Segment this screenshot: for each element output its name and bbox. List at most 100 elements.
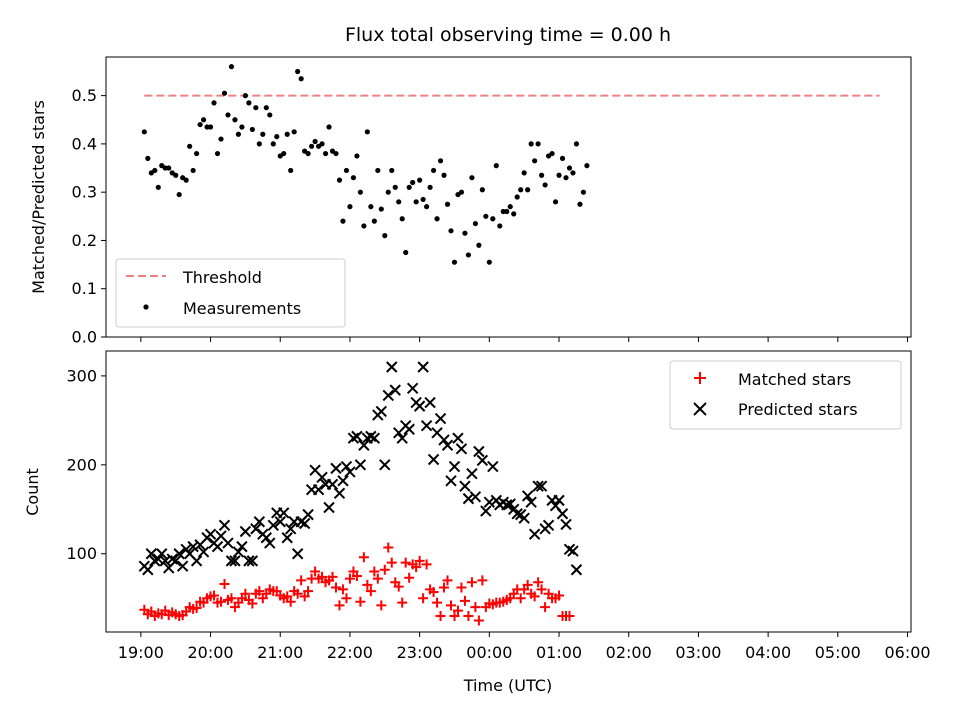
predicted-star-point xyxy=(528,528,541,540)
predicted-star-point xyxy=(535,480,548,492)
measurement-point xyxy=(532,158,538,164)
matched-star-point xyxy=(522,579,533,590)
top-legend-box xyxy=(115,258,346,328)
matched-star-point xyxy=(303,586,314,597)
top-y-tick-label: 0.3 xyxy=(72,183,97,202)
measurement-point xyxy=(336,177,343,183)
measurement-point xyxy=(197,121,203,128)
matched-star-point xyxy=(327,571,338,582)
predicted-star-point xyxy=(337,475,349,487)
measurement-point xyxy=(242,93,248,99)
measurement-point xyxy=(375,167,381,174)
measurement-point xyxy=(528,141,534,147)
measurement-point xyxy=(235,131,242,137)
measurement-point xyxy=(584,163,590,169)
matched-star-point xyxy=(310,566,321,577)
measurement-point xyxy=(448,228,454,234)
matched-star-point xyxy=(397,597,408,608)
x-tick-label: 23:00 xyxy=(397,643,443,662)
measurement-point xyxy=(539,172,545,178)
predicted-star-point xyxy=(480,505,492,517)
predicted-star-point xyxy=(250,523,262,535)
predicted-star-point xyxy=(204,528,217,540)
top-panel: 0.0 0.1 0.2 0.3 0.4 0.5 Matched/Predicted sta… xyxy=(29,56,912,347)
measurement-point xyxy=(246,100,252,106)
matched-star-point xyxy=(442,575,453,586)
predicted-star-point xyxy=(344,466,356,478)
matched-star-point xyxy=(191,602,202,613)
matched-star-point xyxy=(404,572,415,583)
measurement-point xyxy=(559,155,566,161)
measurement-point xyxy=(256,141,262,147)
matched-star-point xyxy=(282,591,293,602)
measurement-point xyxy=(228,64,235,70)
predicted-star-point xyxy=(382,389,394,402)
top-y-tick-label: 0.5 xyxy=(72,86,97,105)
predicted-star-point xyxy=(518,512,530,524)
matched-star-point xyxy=(421,559,432,570)
predicted-star-point xyxy=(291,548,304,560)
measurement-point xyxy=(420,196,426,203)
legend-measurements-swatch xyxy=(143,304,149,310)
measurement-point xyxy=(333,150,339,157)
measurement-point xyxy=(451,259,458,265)
measurement-point xyxy=(347,204,353,210)
x-tick-label: 03:00 xyxy=(675,643,721,662)
predicted-star-point xyxy=(159,555,171,567)
predicted-star-point xyxy=(553,494,565,507)
top-y-tick-label: 0.1 xyxy=(72,279,97,298)
matched-star-point xyxy=(477,575,488,586)
predicted-star-point xyxy=(386,361,398,373)
matched-star-point xyxy=(432,597,443,608)
predicted-star-point xyxy=(424,396,436,409)
predicted-star-point xyxy=(420,419,433,432)
measurement-point xyxy=(399,216,405,222)
measurement-point xyxy=(221,90,228,96)
predicted-star-point xyxy=(504,498,516,510)
predicted-star-point xyxy=(218,519,231,531)
predicted-star-point xyxy=(197,546,210,558)
predicted-star-point xyxy=(274,516,286,528)
measurement-point xyxy=(194,150,200,157)
measurement-point xyxy=(521,170,527,176)
matched-star-point xyxy=(296,575,307,586)
measurement-point xyxy=(413,199,419,205)
matched-star-point xyxy=(216,596,226,607)
measurement-point xyxy=(378,206,384,212)
measurement-point xyxy=(580,189,587,195)
predicted-star-point xyxy=(487,460,499,473)
measurement-point xyxy=(444,201,451,207)
measurement-point xyxy=(253,105,259,111)
predicted-star-point xyxy=(232,546,245,558)
measurement-point xyxy=(490,216,496,222)
measurement-point xyxy=(566,165,573,171)
measurement-point xyxy=(385,189,391,195)
measurement-point xyxy=(207,124,214,130)
measurement-point xyxy=(166,165,172,171)
predicted-star-point xyxy=(142,564,154,576)
measurement-point xyxy=(410,179,416,186)
matched-star-point xyxy=(564,610,575,621)
measurement-point xyxy=(549,150,555,157)
matched-star-point xyxy=(337,584,348,595)
predicted-star-point xyxy=(473,445,485,458)
matched-star-point xyxy=(536,584,547,595)
matched-star-point xyxy=(299,591,310,602)
measurement-point xyxy=(504,208,510,215)
x-tick-label: 21:00 xyxy=(257,643,303,662)
predicted-star-point xyxy=(501,499,513,511)
measurement-point xyxy=(525,187,531,193)
measurement-point xyxy=(145,155,151,161)
measurement-point xyxy=(577,201,583,207)
matched-star-point xyxy=(240,588,251,599)
predicted-star-point xyxy=(284,523,297,535)
matched-star-point xyxy=(428,586,439,597)
measurement-point xyxy=(200,117,207,123)
predicted-star-point xyxy=(427,453,440,466)
predicted-star-point xyxy=(316,471,328,483)
matched-star-point xyxy=(331,582,341,593)
measurement-point xyxy=(511,211,517,217)
measurement-point xyxy=(249,126,255,133)
measurement-point xyxy=(326,124,332,130)
legend-predicted-swatch xyxy=(693,402,707,416)
